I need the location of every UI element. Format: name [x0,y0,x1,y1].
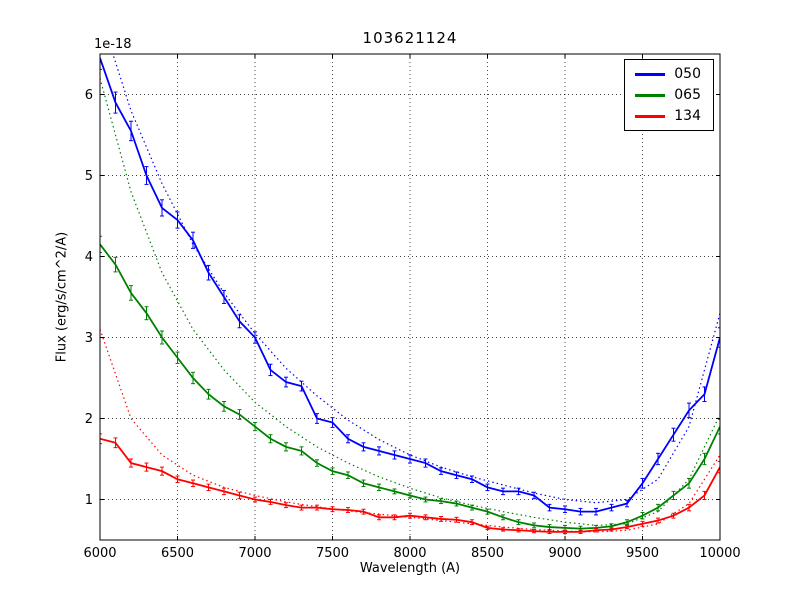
y-axis-label: Flux (erg/s/cm^2/A) [54,231,70,363]
svg-text:5: 5 [85,169,93,184]
legend: 050 065 134 [624,59,714,131]
legend-item-065: 065 [635,88,701,102]
legend-label-065: 065 [674,87,701,103]
svg-text:8500: 8500 [471,546,504,561]
svg-text:8000: 8000 [393,546,426,561]
axis-ticks [99,54,721,540]
svg-text:9500: 9500 [626,546,659,561]
svg-text:7000: 7000 [238,546,271,561]
svg-text:4: 4 [85,250,93,265]
series-050 [100,54,720,516]
svg-text:6000: 6000 [83,546,116,561]
legend-item-134: 134 [635,109,701,123]
svg-text:3: 3 [85,331,93,346]
svg-text:2: 2 [85,412,93,427]
legend-line-blue-icon [635,72,666,76]
legend-line-green-icon [635,93,666,97]
svg-text:9000: 9000 [548,546,581,561]
svg-text:6: 6 [85,88,93,103]
tick-labels: 6000 6500 7000 7500 8000 8500 9000 9500 10000 1 2 3… [83,88,740,561]
x-axis-label: Wavelength (A) [359,561,461,576]
chart-title: 103621124 [362,29,458,47]
legend-item-050: 050 [635,67,701,81]
series-134 [100,433,720,535]
svg-text:7500: 7500 [316,546,349,561]
legend-label-050: 050 [674,66,701,82]
legend-label-134: 134 [674,108,701,124]
model-050-model [112,54,720,504]
svg-text:1: 1 [85,493,93,508]
svg-text:6500: 6500 [161,546,194,561]
grid [99,54,721,540]
y-axis-offset-text: 1e-18 [94,37,132,52]
svg-text:10000: 10000 [699,546,740,561]
legend-line-red-icon [635,114,666,118]
